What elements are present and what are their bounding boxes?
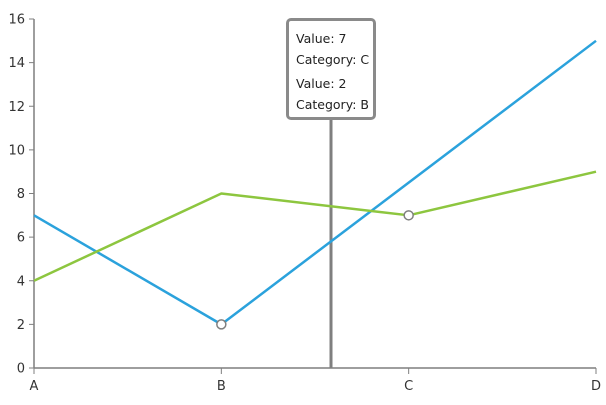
y-tick-label: 4 bbox=[17, 274, 25, 289]
tooltip-value: Value: 7 bbox=[296, 31, 347, 46]
series-layer bbox=[33, 39, 597, 326]
x-axis: A B C D bbox=[30, 367, 601, 394]
y-tick-label: 12 bbox=[8, 100, 25, 115]
y-tick-label: 8 bbox=[17, 187, 25, 202]
series-line-1[interactable] bbox=[33, 39, 597, 326]
y-tick-label: 14 bbox=[8, 56, 25, 71]
trackball-tooltip: Value: 7 Category: C Value: 2 Category: … bbox=[286, 18, 376, 120]
x-tick-label: C bbox=[404, 379, 413, 394]
y-tick-label: 16 bbox=[8, 13, 25, 28]
tooltip-category: Category: B bbox=[296, 97, 369, 112]
x-tick-label: D bbox=[591, 379, 601, 394]
y-tick-label: 2 bbox=[17, 318, 25, 333]
highlight-marker bbox=[403, 210, 414, 221]
tooltip-item-series-2: Value: 7 Category: C bbox=[296, 28, 373, 70]
tooltip-item-series-1: Value: 2 Category: B bbox=[296, 73, 373, 115]
tooltip-category: Category: C bbox=[296, 52, 370, 67]
y-tick-label: 6 bbox=[17, 231, 25, 246]
y-tick-label: 0 bbox=[17, 362, 25, 377]
series-line-2[interactable] bbox=[33, 170, 597, 282]
x-tick-label: A bbox=[30, 379, 39, 394]
tooltip-value: Value: 2 bbox=[296, 76, 347, 91]
y-axis: 0 2 4 6 8 10 12 14 16 bbox=[8, 13, 35, 377]
highlight-markers bbox=[216, 210, 414, 330]
y-tick-label: 10 bbox=[8, 143, 25, 158]
x-tick-label: B bbox=[217, 379, 226, 394]
highlight-marker bbox=[216, 319, 227, 330]
